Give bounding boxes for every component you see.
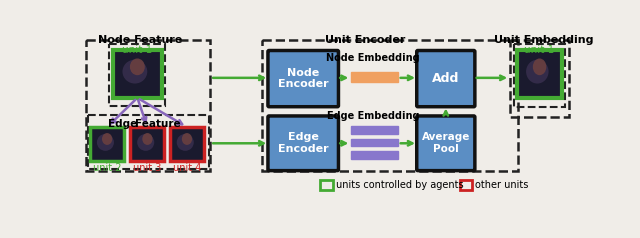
- Ellipse shape: [177, 134, 194, 151]
- Ellipse shape: [182, 133, 192, 145]
- Bar: [90, 127, 124, 161]
- Text: Add: Add: [432, 72, 460, 85]
- Text: Unit Encoder: Unit Encoder: [325, 35, 405, 45]
- FancyBboxPatch shape: [417, 116, 475, 171]
- Bar: [517, 50, 562, 98]
- Bar: [460, 180, 472, 190]
- Bar: [86, 40, 210, 171]
- Ellipse shape: [533, 59, 547, 75]
- Text: units controlled by agents: units controlled by agents: [336, 180, 463, 190]
- Bar: [351, 72, 397, 82]
- Text: unit 3: unit 3: [133, 163, 162, 173]
- Bar: [109, 44, 165, 106]
- FancyBboxPatch shape: [417, 50, 475, 107]
- Ellipse shape: [130, 59, 145, 75]
- Bar: [113, 50, 162, 98]
- Text: Edge: Edge: [108, 119, 137, 129]
- Ellipse shape: [97, 134, 114, 151]
- Bar: [351, 126, 397, 134]
- Text: unit 2: unit 2: [93, 163, 122, 173]
- Bar: [170, 127, 204, 161]
- Text: unit 4: unit 4: [173, 163, 201, 173]
- Ellipse shape: [137, 134, 154, 151]
- Bar: [262, 40, 518, 171]
- Text: Unit Embedding: Unit Embedding: [493, 35, 593, 45]
- Text: unit 1: unit 1: [122, 45, 152, 55]
- Bar: [131, 127, 164, 161]
- Text: unit 1: unit 1: [524, 45, 555, 55]
- Text: Node
Encoder: Node Encoder: [278, 68, 328, 89]
- Text: Edge Embedding: Edge Embedding: [326, 111, 419, 121]
- Text: other units: other units: [476, 180, 529, 190]
- Ellipse shape: [142, 133, 152, 145]
- Bar: [514, 44, 565, 107]
- Text: Feature: Feature: [134, 119, 180, 129]
- Bar: [88, 115, 209, 169]
- Bar: [510, 40, 569, 117]
- Text: Node Embedding: Node Embedding: [326, 53, 420, 63]
- FancyBboxPatch shape: [268, 116, 339, 171]
- Text: Edge
Encoder: Edge Encoder: [278, 133, 328, 154]
- Ellipse shape: [526, 60, 548, 84]
- Text: Average
Pool: Average Pool: [422, 133, 470, 154]
- Ellipse shape: [102, 133, 112, 145]
- Bar: [351, 139, 397, 146]
- Text: Node Feature: Node Feature: [99, 35, 182, 45]
- FancyBboxPatch shape: [268, 50, 339, 107]
- Ellipse shape: [122, 60, 147, 84]
- Bar: [320, 180, 333, 190]
- Bar: [351, 151, 397, 159]
